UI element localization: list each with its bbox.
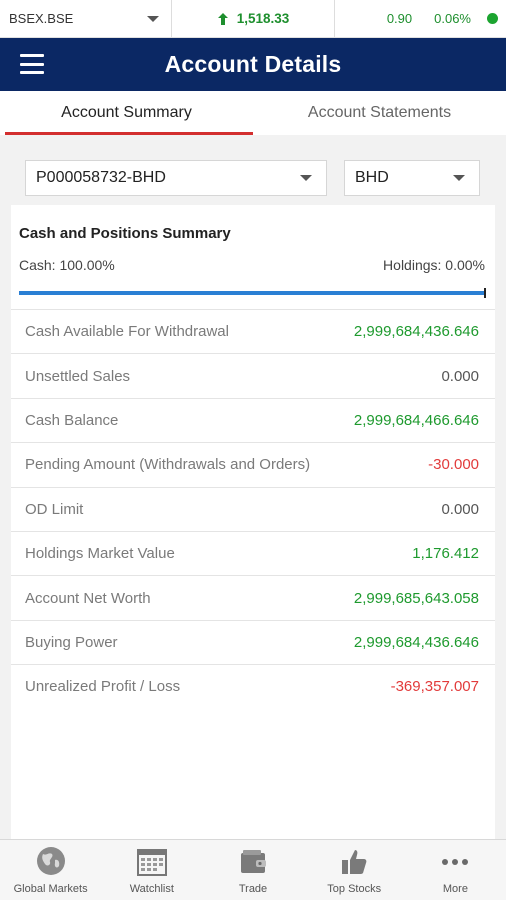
nav-watchlist[interactable]: Watchlist <box>101 840 202 900</box>
summary-row-value: 2,999,684,436.646 <box>353 323 479 341</box>
summary-row-value: 1,176.412 <box>412 545 479 563</box>
index-value: 1,518.33 <box>236 11 290 26</box>
holdings-percent-label: Holdings: 0.00% <box>383 257 485 273</box>
progress-end-marker <box>484 288 486 298</box>
summary-row-label: Unsettled Sales <box>25 367 131 385</box>
summary-row: Cash Balance 2,999,684,466.646 <box>11 397 495 442</box>
index-change: 0.90 <box>386 11 413 26</box>
cash-percent-label: Cash: 100.00% <box>19 257 115 273</box>
nav-label: Global Markets <box>13 883 88 895</box>
summary-rows: Cash Available For Withdrawal 2,999,684,4… <box>11 309 495 709</box>
summary-row-label: Account Net Worth <box>25 589 151 607</box>
summary-row-value: 2,999,684,466.646 <box>353 411 479 429</box>
summary-row: Unsettled Sales 0.000 <box>11 353 495 397</box>
chevron-down-icon <box>147 15 159 22</box>
summary-row: Account Net Worth 2,999,685,643.058 <box>11 575 495 619</box>
index-change-percent: 0.06% <box>434 11 471 26</box>
summary-row-label: Holdings Market Value <box>25 545 175 563</box>
nav-label: More <box>442 883 468 895</box>
allocation-progress-bar <box>19 288 486 298</box>
arrow-up-icon <box>217 12 228 25</box>
nav-label: Trade <box>238 883 268 895</box>
cash-progress-fill <box>19 291 485 295</box>
index-change-cell: 0.90 0.06% <box>335 11 506 26</box>
more-dots-icon <box>442 859 469 865</box>
tab-bar: Account Summary Account Statements <box>0 91 506 135</box>
summary-row: Pending Amount (Withdrawals and Orders) -… <box>11 442 495 486</box>
summary-row-label: Cash Available For Withdrawal <box>25 323 229 341</box>
summary-row-label: Pending Amount (Withdrawals and Orders) <box>25 456 311 474</box>
selectors-row: P000058732-BHD BHD <box>0 160 506 198</box>
summary-row: OD Limit 0.000 <box>11 486 495 531</box>
currency-select[interactable]: BHD <box>344 160 480 196</box>
summary-row-value: 0.000 <box>441 367 479 385</box>
summary-row-value: 2,999,685,643.058 <box>353 589 479 607</box>
market-status-indicator <box>487 13 498 24</box>
summary-row: Buying Power 2,999,684,436.646 <box>11 619 495 664</box>
summary-row-value: -369,357.007 <box>390 678 479 696</box>
chevron-down-icon <box>453 175 465 181</box>
thumbs-up-icon <box>342 850 367 874</box>
summary-row-label: Buying Power <box>25 633 118 651</box>
summary-row-value: 2,999,684,436.646 <box>353 633 479 651</box>
summary-row-label: Cash Balance <box>25 411 119 429</box>
page-title: Account Details <box>164 51 342 77</box>
summary-row: Cash Available For Withdrawal 2,999,684,4… <box>11 309 495 353</box>
summary-row-label: Unrealized Profit / Loss <box>25 678 181 696</box>
tab-account-statements[interactable]: Account Statements <box>307 104 452 121</box>
summary-row: Holdings Market Value 1,176.412 <box>11 530 495 575</box>
menu-icon[interactable] <box>20 54 44 74</box>
nav-global-markets[interactable]: Global Markets <box>0 840 101 900</box>
summary-row-value: -30.000 <box>428 456 479 474</box>
bottom-navigation: Global Markets Watchlist Trade Top Stock… <box>0 839 506 900</box>
summary-row-value: 0.000 <box>441 500 479 518</box>
nav-label: Top Stocks <box>327 883 382 895</box>
currency-select-value: BHD <box>355 169 389 186</box>
summary-row-label: OD Limit <box>25 500 84 518</box>
account-select-value: P000058732-BHD <box>36 169 166 186</box>
index-value-cell: 1,518.33 <box>172 0 335 37</box>
market-ticker-bar: BSEX.BSE 1,518.33 0.90 0.06% <box>0 0 506 38</box>
account-select[interactable]: P000058732-BHD <box>25 160 327 196</box>
nav-trade[interactable]: Trade <box>202 840 303 900</box>
index-selector[interactable]: BSEX.BSE <box>0 0 172 37</box>
summary-title: Cash and Positions Summary <box>19 225 231 242</box>
nav-more[interactable]: More <box>405 840 506 900</box>
calendar-grid-icon <box>136 849 167 876</box>
app-header: Account Details <box>0 38 506 91</box>
nav-label: Watchlist <box>129 883 174 895</box>
summary-card: Cash and Positions Summary Cash: 100.00%… <box>11 205 495 845</box>
summary-row: Unrealized Profit / Loss -369,357.007 <box>11 664 495 708</box>
chevron-down-icon <box>300 175 312 181</box>
nav-top-stocks[interactable]: Top Stocks <box>304 840 405 900</box>
wallet-icon <box>241 850 266 873</box>
allocation-labels: Cash: 100.00% Holdings: 0.00% <box>19 257 485 273</box>
globe-icon <box>36 847 65 875</box>
index-symbol: BSEX.BSE <box>9 11 74 26</box>
tab-account-summary[interactable]: Account Summary <box>0 91 253 135</box>
